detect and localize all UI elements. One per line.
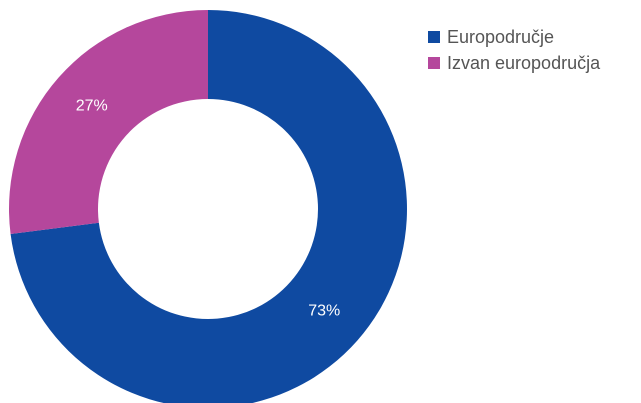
value-label: 73%: [308, 303, 340, 320]
legend-label: Europodručje: [447, 27, 554, 47]
slice: [10, 10, 407, 403]
value-label: 27%: [76, 98, 108, 115]
legend-swatch: [428, 31, 440, 43]
legend-label: Izvan europodručja: [447, 53, 601, 73]
legend-swatch: [428, 57, 440, 69]
slice: [8, 10, 208, 234]
